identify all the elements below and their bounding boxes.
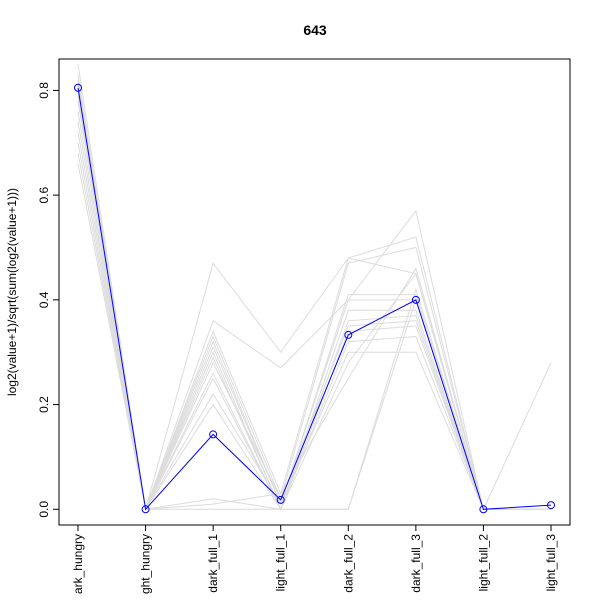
background-series-line — [77, 90, 551, 512]
x-tick-label: dark_full_1 — [206, 534, 220, 593]
y-axis: 0.0 0.2 0.4 0.6 0.8 — [37, 82, 60, 518]
background-series-line — [77, 79, 551, 512]
y-tick-label: 0.6 — [37, 186, 51, 203]
highlight-point — [74, 83, 82, 92]
highlight-point — [411, 295, 420, 304]
x-tick-label: light_full_3 — [544, 534, 558, 592]
background-series-line — [77, 121, 551, 511]
background-series-line — [77, 111, 551, 512]
background-series-line — [77, 74, 551, 510]
x-tick-label: light_full_2 — [476, 534, 490, 592]
background-series-line — [77, 79, 551, 510]
highlight-series-line — [77, 87, 552, 511]
y-tick-label: 0.0 — [37, 501, 51, 518]
x-tick-label: dark_full_2 — [341, 534, 355, 593]
background-series-line — [77, 132, 551, 511]
y-tick-label: 0.8 — [37, 82, 51, 99]
y-tick-label: 0.2 — [37, 396, 51, 413]
y-tick-label: 0.4 — [37, 291, 51, 308]
x-tick-label: ark_hungry — [71, 534, 85, 594]
background-series-line — [77, 163, 551, 511]
background-series-line — [77, 85, 551, 512]
highlight-series-group — [74, 83, 555, 514]
x-tick-label: light_full_1 — [274, 534, 288, 592]
background-series-line — [77, 90, 551, 510]
x-tick-label: ght_hungry — [139, 534, 153, 594]
highlight-point — [479, 505, 488, 514]
y-axis-label: log2(value+1)/sqrt(sum(log2(value+1))) — [5, 188, 19, 396]
highlight-point — [547, 501, 555, 510]
chart-title: 643 — [303, 22, 327, 38]
background-series-line — [77, 85, 551, 510]
x-axis: ark_hungry ght_hungry dark_full_1 light_ful… — [71, 524, 558, 594]
highlight-point — [141, 505, 150, 514]
highlight-point — [209, 430, 218, 439]
x-tick-label: dark_full_3 — [409, 534, 423, 593]
highlight-point — [344, 330, 353, 339]
background-series-line — [77, 64, 551, 510]
background-series-line — [77, 153, 551, 511]
highlight-point — [276, 495, 285, 504]
background-series-group — [77, 64, 552, 512]
background-series-line — [77, 95, 552, 512]
background-series-line — [77, 142, 551, 511]
